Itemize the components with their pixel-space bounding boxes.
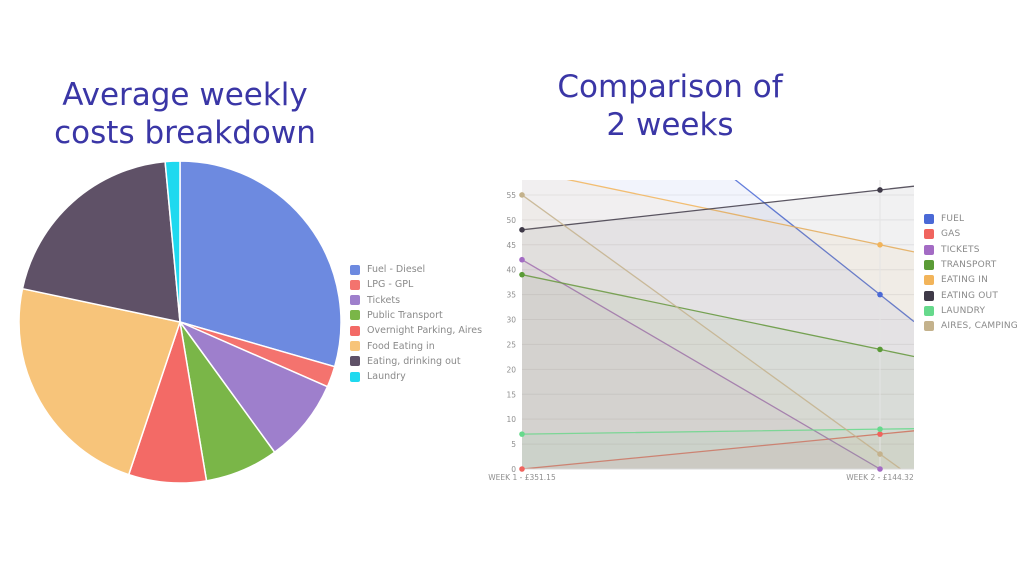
pie-slice-fuel-diesel[interactable]	[179, 160, 342, 368]
y-tick-label: 10	[506, 415, 516, 424]
line-legend-item[interactable]: LAUNDRY	[924, 305, 986, 316]
line-legend-item[interactable]: AIRES, CAMPING	[924, 321, 1018, 332]
point-laundry[interactable]	[519, 431, 525, 437]
line-legend-item[interactable]: TRANSPORT	[924, 259, 997, 270]
line-legend-label: TRANSPORT	[941, 259, 997, 270]
line-legend-label: FUEL	[941, 214, 965, 224]
area-eating-in	[522, 180, 914, 469]
y-tick-label: 45	[506, 241, 516, 250]
legend-swatch	[350, 264, 360, 275]
y-tick-label: 50	[506, 216, 516, 225]
pie-legend-item[interactable]: Laundry	[350, 371, 406, 382]
pie-legend-label: Food Eating in	[367, 340, 435, 352]
point-transport[interactable]	[519, 271, 525, 278]
legend-swatch	[350, 356, 360, 367]
line-legend-label: GAS	[941, 229, 961, 240]
area-fuel	[522, 180, 914, 469]
area-tickets	[522, 259, 914, 469]
point-tickets[interactable]	[877, 466, 883, 472]
x-tick-label: WEEK 1 - £351.15	[488, 473, 556, 482]
y-tick-label: 25	[506, 340, 516, 349]
legend-swatch	[924, 275, 934, 286]
line-tickets[interactable]	[522, 259, 914, 489]
y-tick-label: 35	[506, 291, 516, 300]
line-legend-item[interactable]: TICKETS	[924, 244, 980, 255]
line-legend-item[interactable]: GAS	[924, 229, 961, 240]
y-tick-label: 15	[506, 390, 516, 399]
legend-swatch	[350, 325, 360, 336]
legend-swatch	[924, 244, 934, 255]
point-gas[interactable]	[877, 431, 883, 437]
point-gas[interactable]	[519, 466, 525, 472]
pie-slices	[18, 160, 342, 484]
pie-legend-label: LPG - GPL	[367, 279, 414, 291]
point-aires-camping[interactable]	[877, 451, 883, 457]
y-tick-label: 20	[506, 365, 516, 374]
point-fuel[interactable]	[877, 291, 883, 298]
line-legend-item[interactable]: FUEL	[924, 214, 964, 224]
pie-legend-label: Public Transport	[367, 309, 443, 321]
y-tick-label: 40	[506, 266, 516, 275]
data-points	[519, 187, 883, 472]
area-transport	[522, 274, 914, 469]
line-legend-label: LAUNDRY	[941, 305, 986, 316]
point-eating-out[interactable]	[877, 187, 883, 193]
y-tick-label: 55	[506, 191, 516, 200]
point-laundry[interactable]	[877, 426, 883, 432]
pie-chart-title: Average weekly costs breakdown	[54, 77, 316, 151]
pie-legend-item[interactable]: Public Transport	[350, 310, 443, 321]
line-legend-item[interactable]: EATING IN	[924, 275, 989, 286]
pie-slice-laundry[interactable]	[164, 160, 181, 323]
pie-legend-label: Laundry	[367, 371, 406, 383]
legend-swatch	[924, 259, 934, 270]
pie-legend-label: Tickets	[367, 294, 401, 306]
legend-swatch	[350, 341, 360, 351]
pie-legend-label: Eating, drinking out	[367, 355, 461, 367]
line-legend-item[interactable]: EATING OUT	[924, 290, 999, 301]
pie-legend-label: Overnight Parking, Aires	[367, 325, 483, 337]
point-tickets[interactable]	[519, 256, 525, 263]
y-tick-label: 0	[511, 465, 516, 474]
line-series-group	[522, 180, 914, 489]
x-tick-label: WEEK 2 - £144.32	[846, 473, 914, 482]
line-legend-label: EATING IN	[941, 275, 989, 286]
line-legend-label: EATING OUT	[941, 290, 999, 301]
legend-swatch	[350, 371, 360, 382]
pie-slice-eating-drinking-out[interactable]	[21, 160, 181, 323]
pie-legend-item[interactable]: Food Eating in	[350, 341, 435, 352]
area-eating-out	[522, 186, 914, 469]
pie-slice-food-eating-in[interactable]	[18, 287, 181, 476]
line-chart-title: Comparison of 2 weeks	[557, 69, 783, 143]
point-eating-in[interactable]	[877, 241, 883, 248]
legend-swatch	[350, 279, 360, 290]
pie-legend-item[interactable]: Overnight Parking, Aires	[350, 325, 482, 336]
legend-swatch	[924, 305, 934, 316]
pie-slice-tickets[interactable]	[177, 320, 329, 454]
area-aires-camping	[522, 194, 914, 469]
pie-legend-label: Fuel - Diesel	[367, 264, 426, 275]
legend-swatch	[924, 290, 934, 301]
pie-legend-item[interactable]: Tickets	[350, 295, 400, 306]
area-laundry	[522, 428, 914, 469]
line-legend-label: AIRES, CAMPING	[941, 321, 1018, 332]
point-transport[interactable]	[877, 346, 883, 353]
y-tick-label: 5	[511, 440, 516, 449]
point-aires-camping[interactable]	[519, 192, 525, 198]
point-eating-out[interactable]	[519, 227, 525, 233]
legend-swatch	[924, 214, 934, 224]
pie-legend-item[interactable]: Eating, drinking out	[350, 356, 461, 367]
pie-legend-item[interactable]: LPG - GPL	[350, 279, 413, 290]
legend-swatch	[350, 310, 360, 321]
legend-swatch	[350, 295, 360, 306]
pie-legend-item[interactable]: Fuel - Diesel	[350, 264, 425, 275]
legend-swatch	[924, 321, 934, 332]
line-legend-label: TICKETS	[941, 244, 980, 255]
y-tick-label: 30	[506, 316, 516, 325]
legend-swatch	[924, 229, 934, 240]
